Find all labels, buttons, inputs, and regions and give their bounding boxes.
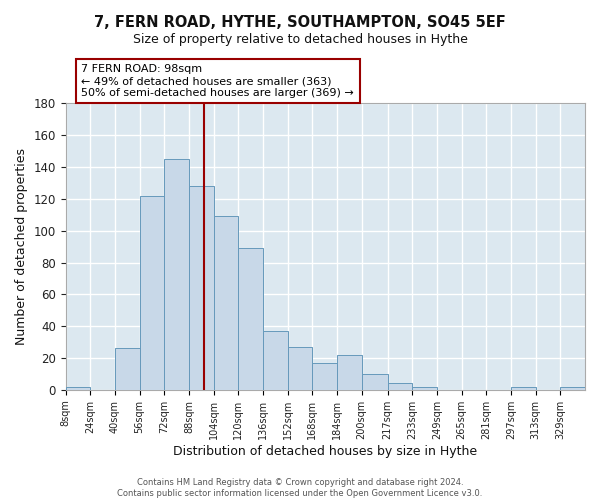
Bar <box>214 216 238 390</box>
Bar <box>362 374 388 390</box>
Text: Contains HM Land Registry data © Crown copyright and database right 2024.
Contai: Contains HM Land Registry data © Crown c… <box>118 478 482 498</box>
Bar <box>115 348 140 390</box>
Bar <box>312 363 337 390</box>
Bar <box>189 186 214 390</box>
Bar <box>560 386 585 390</box>
Y-axis label: Number of detached properties: Number of detached properties <box>15 148 28 345</box>
Bar <box>388 384 412 390</box>
Bar <box>238 248 263 390</box>
Bar <box>263 331 287 390</box>
Text: 7 FERN ROAD: 98sqm
← 49% of detached houses are smaller (363)
50% of semi-detach: 7 FERN ROAD: 98sqm ← 49% of detached hou… <box>81 64 354 98</box>
Bar <box>511 386 536 390</box>
Bar <box>287 347 312 390</box>
Bar <box>337 355 362 390</box>
Bar <box>65 386 91 390</box>
Bar <box>412 386 437 390</box>
X-axis label: Distribution of detached houses by size in Hythe: Distribution of detached houses by size … <box>173 444 478 458</box>
Bar <box>140 196 164 390</box>
Text: 7, FERN ROAD, HYTHE, SOUTHAMPTON, SO45 5EF: 7, FERN ROAD, HYTHE, SOUTHAMPTON, SO45 5… <box>94 15 506 30</box>
Bar <box>164 159 189 390</box>
Text: Size of property relative to detached houses in Hythe: Size of property relative to detached ho… <box>133 32 467 46</box>
